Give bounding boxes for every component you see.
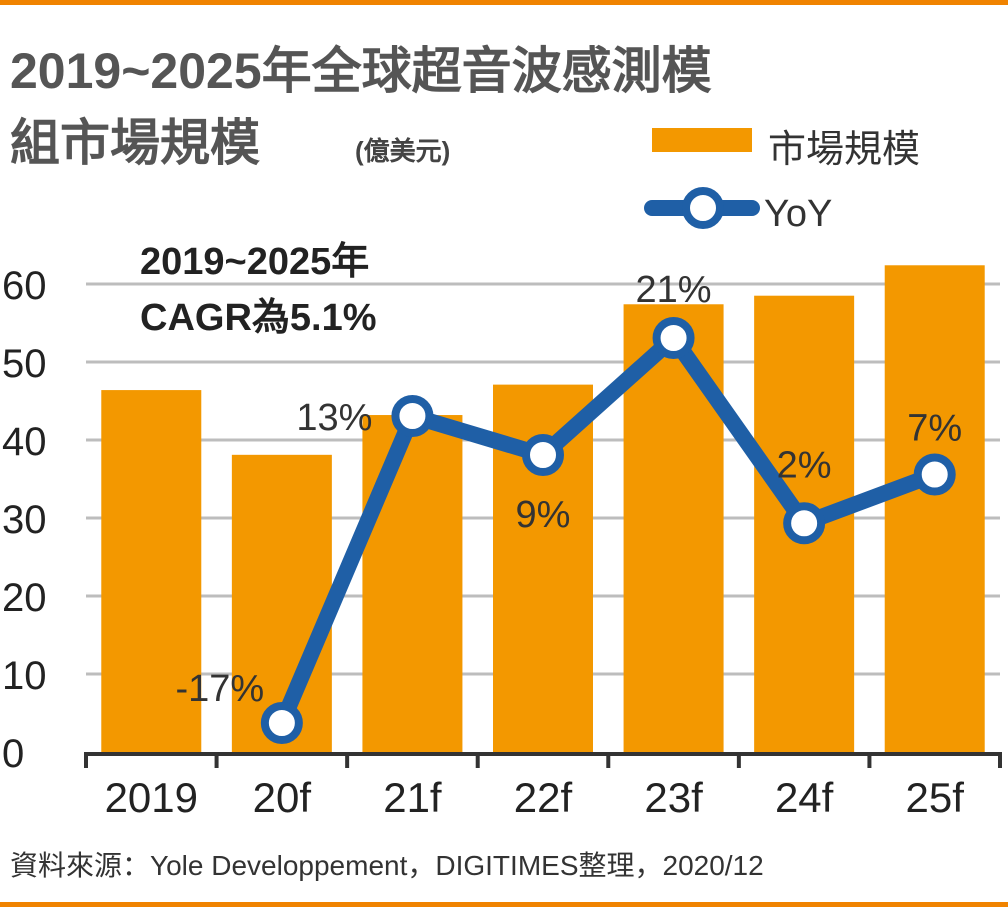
x-tick-label: 2019 — [105, 774, 198, 821]
yoy-marker-20f — [260, 702, 303, 744]
x-tick-label: 25f — [906, 774, 965, 821]
yoy-data-label: 21% — [636, 269, 712, 311]
yoy-marker-23f — [652, 317, 695, 359]
legend-bar-label: 市場規模 — [768, 129, 920, 171]
yoy-marker-24f — [783, 502, 826, 545]
yoy-data-label: 13% — [296, 397, 372, 439]
bar-2019 — [101, 390, 202, 752]
yoy-data-label: 7% — [907, 408, 962, 450]
yoy-data-label: -17% — [175, 668, 264, 710]
yoy-marker-22f — [522, 434, 564, 476]
chart-title-line2: 組市場規模 — [10, 115, 260, 171]
yoy-data-label: 9% — [516, 494, 571, 536]
y-tick-label: 10 — [2, 654, 47, 698]
legend-line-label: YoY — [764, 193, 832, 235]
x-tick-label: 24f — [775, 774, 834, 821]
yoy-marker-25f — [913, 453, 956, 496]
bars — [101, 265, 985, 752]
bar-21f — [362, 415, 463, 752]
legend: 市場規模 YoY — [644, 128, 920, 235]
y-tick-label: 60 — [2, 264, 47, 308]
unit-label: (億美元) — [355, 136, 450, 166]
x-tick-label: 21f — [383, 774, 442, 821]
bar-25f — [884, 265, 985, 752]
y-tick-label: 20 — [2, 576, 47, 620]
yoy-line: -17% 13% 9% 21% 2% 7% — [175, 269, 962, 744]
y-axis: 0 10 20 30 40 50 60 — [2, 264, 47, 776]
yoy-data-label: 2% — [777, 444, 832, 486]
cagr-annotation-line1: 2019~2025年 — [140, 241, 369, 283]
chart-title-line1: 2019~2025年全球超音波感測模 — [10, 43, 712, 99]
yoy-polyline — [274, 330, 938, 727]
yoy-marker-21f — [391, 395, 434, 437]
source-note: 資料來源：Yole Developpement，DIGITIMES整理，2020… — [10, 850, 764, 881]
top-border — [0, 0, 1008, 5]
cagr-annotation-line2: CAGR為5.1% — [140, 297, 377, 339]
y-tick-label: 40 — [2, 420, 47, 464]
x-tick-label: 23f — [644, 774, 703, 821]
legend-line-marker — [682, 187, 724, 229]
y-tick-label: 50 — [2, 342, 47, 386]
bottom-border — [0, 902, 1008, 907]
y-tick-label: 30 — [2, 498, 47, 542]
x-axis: 2019 20f 21f 22f 23f 24f 25f — [84, 752, 1002, 821]
x-tick-label: 20f — [253, 774, 312, 821]
y-tick-label: 0 — [2, 732, 24, 776]
legend-bar-swatch — [652, 128, 752, 152]
x-tick-label: 22f — [514, 774, 573, 821]
